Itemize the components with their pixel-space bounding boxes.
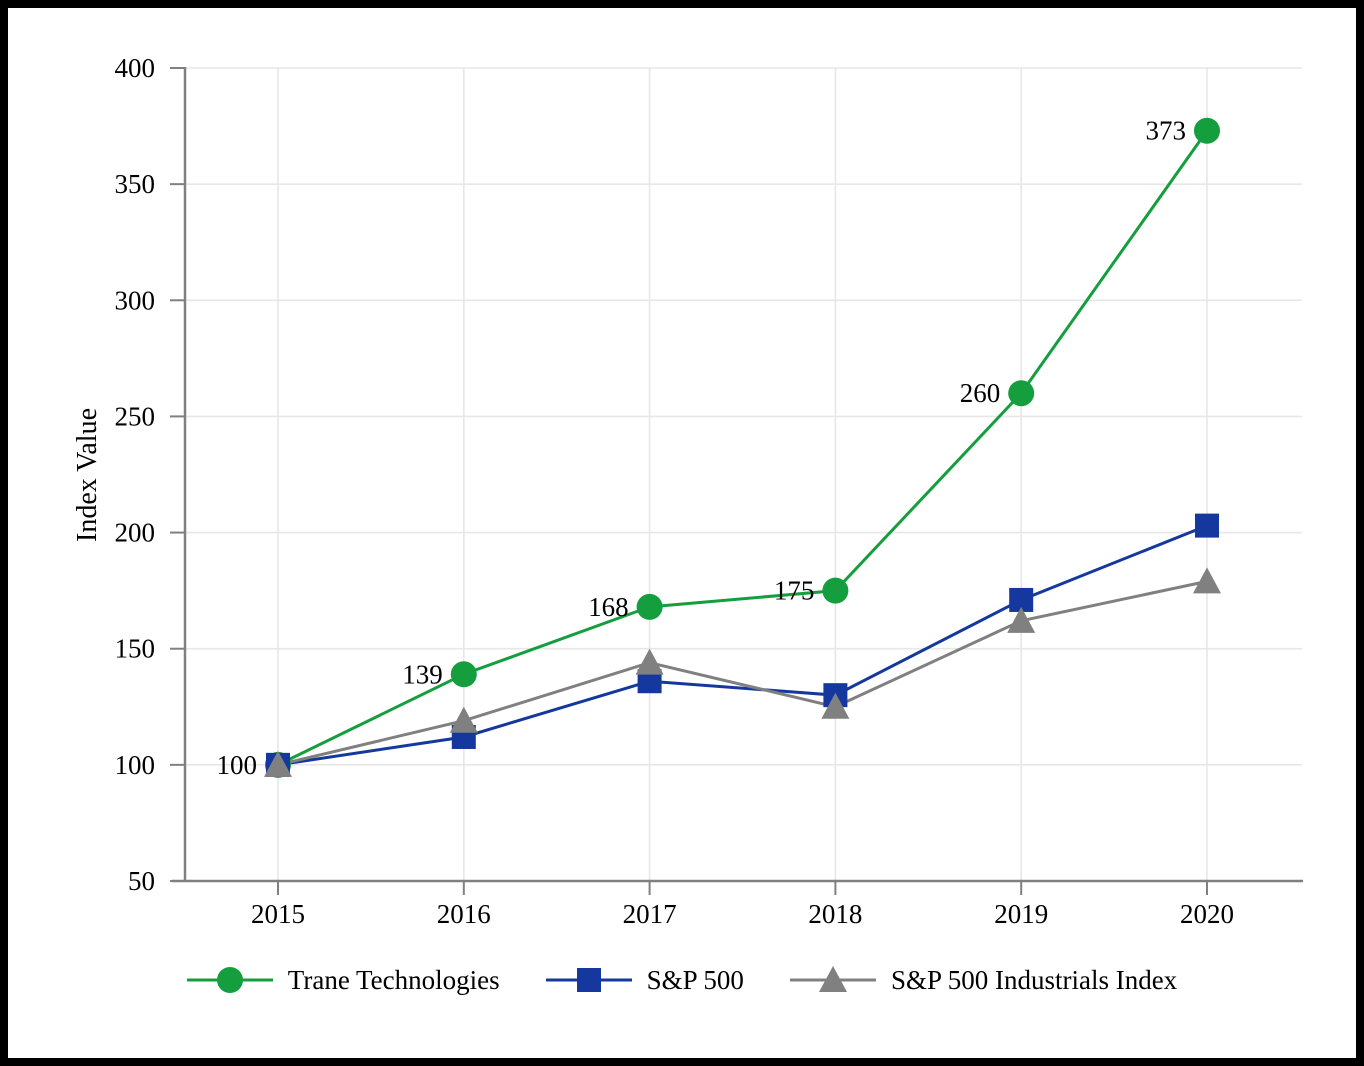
- trane-technologies-legend-marker-icon: [186, 967, 273, 993]
- point-label-trane-technologies-2018: 175: [774, 576, 815, 606]
- point-label-trane-technologies-2017: 168: [588, 592, 629, 622]
- marker-s-p-500-2020: [1195, 513, 1219, 538]
- legend-marker-s-p-500: [576, 968, 601, 992]
- legend-item-sp500: S&P 500: [545, 963, 744, 997]
- point-label-trane-technologies-2020: 373: [1146, 116, 1187, 146]
- y-tick-label: 50: [128, 866, 155, 896]
- point-label-trane-technologies-2019: 260: [960, 378, 1001, 408]
- point-label-trane-technologies-2016: 139: [402, 659, 443, 689]
- marker-s-p-500-industrials-index-2016: [449, 706, 478, 733]
- x-tick-label: 2017: [623, 899, 677, 929]
- x-tick-label: 2018: [808, 899, 862, 929]
- marker-s-p-500-industrials-index-2015: [264, 750, 292, 777]
- series-line-s-p-500-industrials-index: [277, 579, 1208, 767]
- series-line-trane-technologies: [277, 129, 1209, 767]
- marker-trane-technologies-2016: [450, 661, 477, 688]
- marker-trane-technologies-2019: [1008, 380, 1035, 407]
- y-tick-label: 250: [115, 401, 156, 431]
- legend-marker-s-p-500-industrials-index: [818, 966, 847, 992]
- marker-s-p-500-industrials-index-2020: [1193, 567, 1221, 594]
- legend-item-sp500-industrials: S&P 500 Industrials Index: [789, 963, 1178, 997]
- sp500-legend-marker-icon: [545, 968, 632, 992]
- series-line-s-p-500: [277, 524, 1208, 767]
- y-tick-label: 150: [115, 634, 156, 664]
- x-tick-label: 2020: [1180, 899, 1234, 929]
- x-tick-label: 2015: [251, 899, 305, 929]
- marker-s-p-500-industrials-index-2018: [821, 692, 850, 719]
- marker-s-p-500-2019: [1009, 587, 1034, 612]
- y-tick-label: 400: [115, 53, 156, 83]
- legend-label-sp500: S&P 500: [646, 964, 744, 995]
- legend-label-trane-technologies: Trane Technologies: [287, 964, 500, 995]
- legend-item-trane-technologies: Trane Technologies: [186, 963, 500, 997]
- chart-legend: Trane Technologies S&P 500 S&P 500 Indus…: [8, 944, 1356, 1016]
- x-tick-label: 2019: [994, 899, 1048, 929]
- point-label-trane-technologies-2015: 100: [217, 750, 258, 780]
- y-tick-label: 300: [115, 285, 156, 315]
- sp500-industrials-legend-marker-icon: [789, 966, 876, 992]
- y-tick-label: 200: [115, 518, 156, 548]
- x-tick-label: 2016: [437, 899, 491, 929]
- marker-trane-technologies-2020: [1194, 117, 1220, 144]
- plot-area: 50 100 150 200 250 300 350 400 2015 2016 2017 2018 2…: [115, 53, 1303, 929]
- legend-label-sp500-industrials: S&P 500 Industrials Index: [890, 964, 1178, 995]
- marker-trane-technologies-2018: [822, 577, 849, 604]
- marker-trane-technologies-2017: [636, 593, 663, 620]
- y-tick-label: 100: [115, 750, 156, 780]
- legend-marker-trane-technologies: [216, 967, 243, 993]
- marker-s-p-500-industrials-index-2017: [635, 648, 664, 675]
- y-axis-title: Index Value: [72, 408, 103, 542]
- marker-s-p-500-industrials-index-2019: [1007, 606, 1036, 633]
- y-tick-label: 350: [115, 169, 156, 199]
